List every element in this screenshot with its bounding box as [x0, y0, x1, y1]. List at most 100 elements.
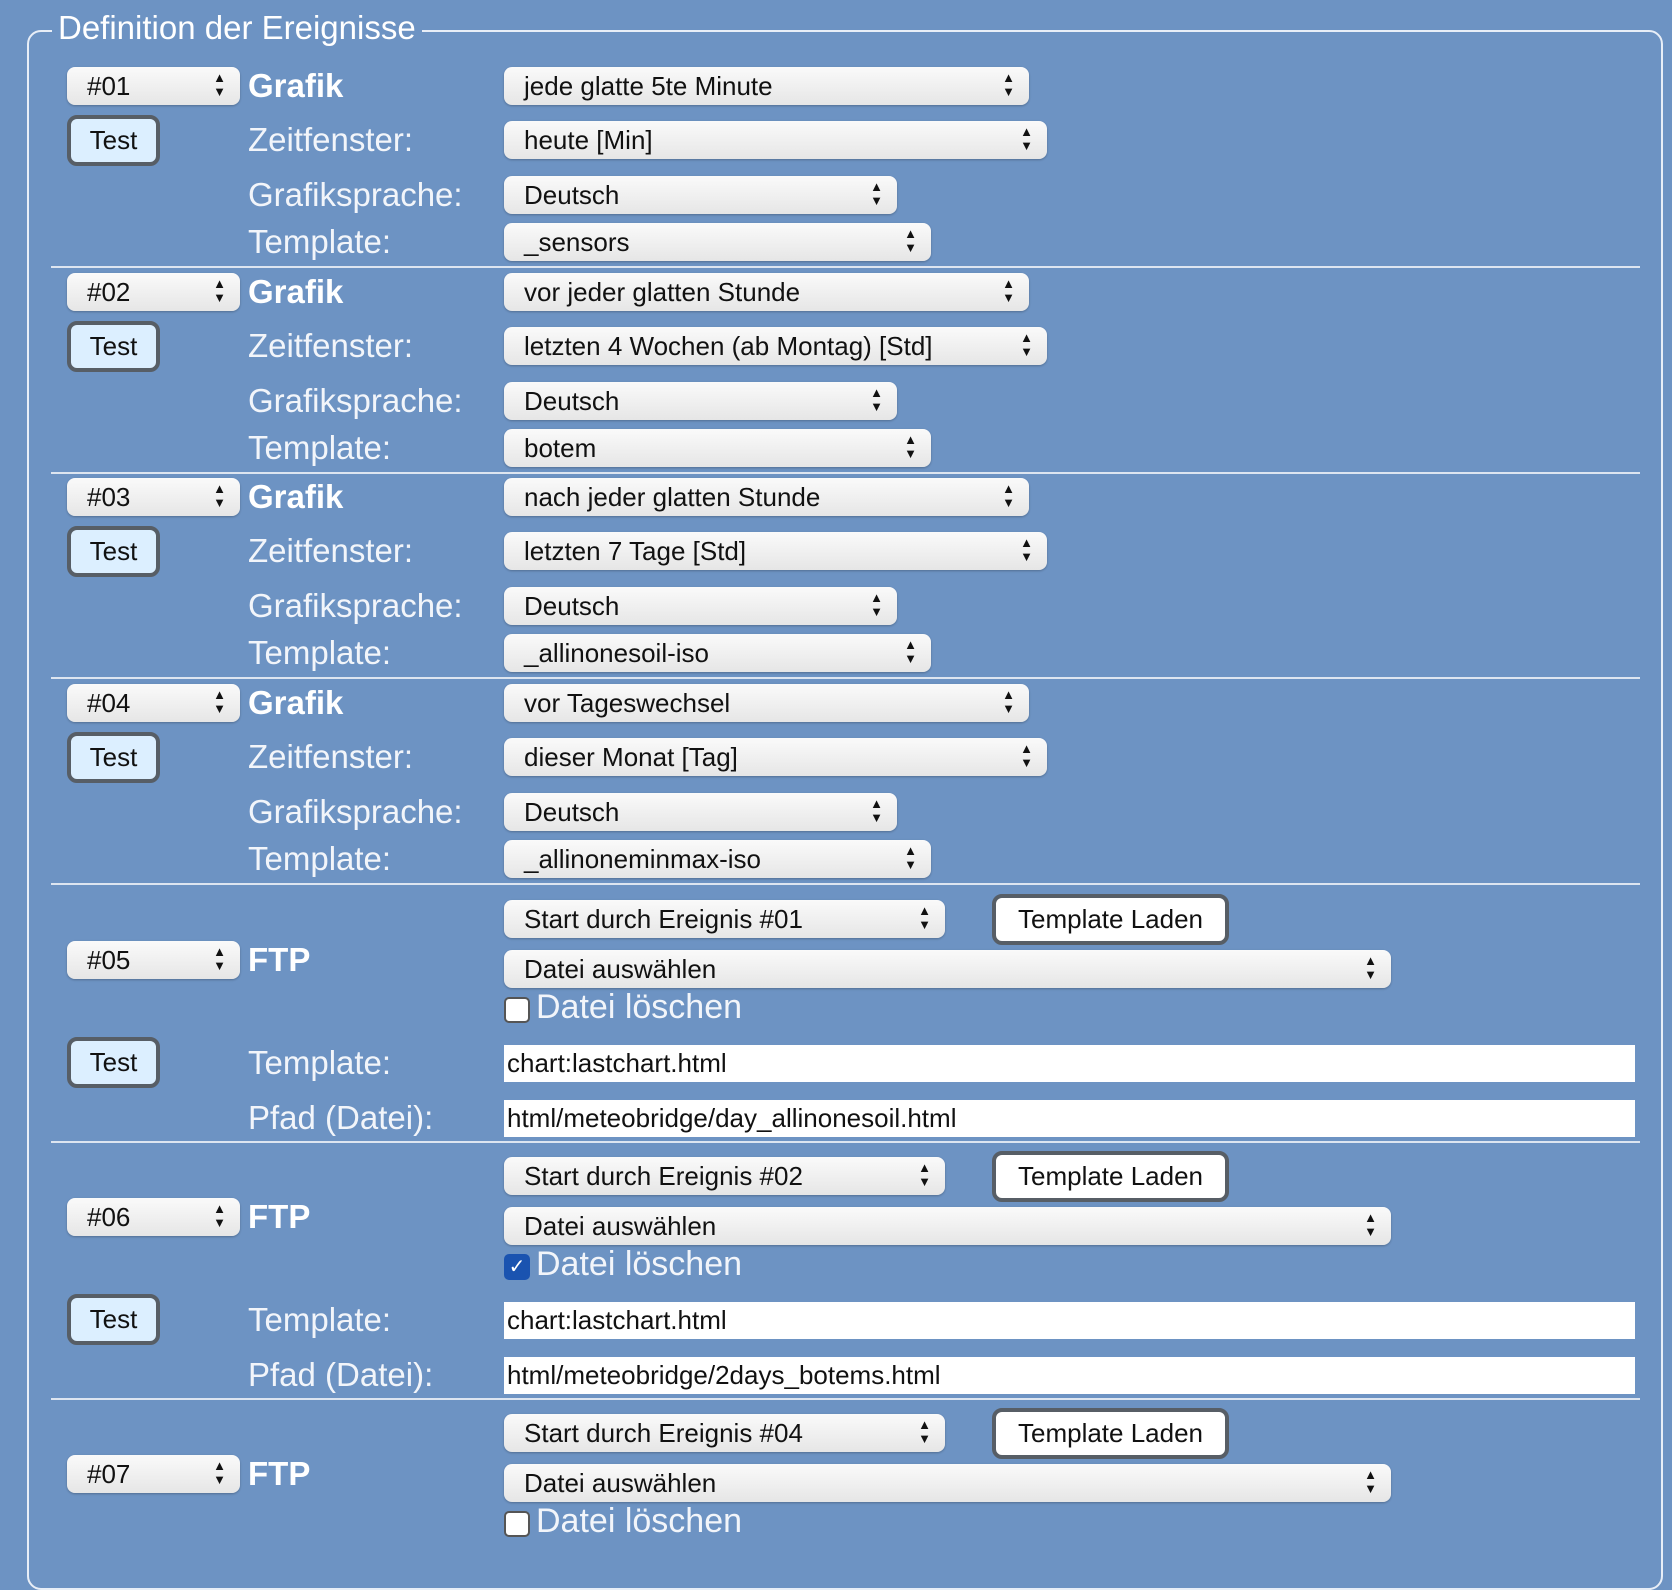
test-button[interactable]: Test — [67, 1037, 160, 1088]
delete-file-checkbox[interactable]: ✓ — [504, 1254, 530, 1280]
updown-arrows-icon: ▲ ▼ — [904, 637, 917, 666]
updown-arrows-icon: ▲ ▼ — [870, 796, 883, 825]
event-number-select[interactable]: #07 ▲ ▼ — [67, 1455, 240, 1493]
updown-arrows-icon: ▲ ▼ — [1364, 1210, 1377, 1239]
template-label: Template: — [248, 1044, 392, 1081]
template-laden-button[interactable]: Template Laden — [992, 1408, 1229, 1459]
zeitfenster-select[interactable]: heute [Min] ▲ ▼ — [504, 121, 1047, 159]
zeitfenster-select-value: letzten 7 Tage [Std] — [524, 536, 747, 566]
delete-file-label: Datei löschen — [536, 1245, 743, 1283]
template-laden-button[interactable]: Template Laden — [992, 1151, 1229, 1202]
event-number-select[interactable]: #03 ▲ ▼ — [67, 478, 240, 516]
test-button[interactable]: Test — [67, 732, 160, 783]
event-number-select-value: #02 — [87, 277, 131, 307]
grafiksprache-select-value: Deutsch — [524, 180, 620, 210]
template-select[interactable]: _allinoneminmax-iso ▲ ▼ — [504, 840, 931, 878]
updown-arrows-icon: ▲ ▼ — [1002, 276, 1015, 305]
separator — [51, 1398, 1640, 1400]
start-event-select-value: Start durch Ereignis #02 — [524, 1161, 803, 1191]
template-label: Template: — [248, 1301, 392, 1338]
path-label: Pfad (Datei): — [248, 1099, 434, 1136]
updown-arrows-icon: ▲ ▼ — [213, 687, 226, 716]
event-number-select-value: #01 — [87, 71, 131, 101]
start-event-select[interactable]: Start durch Ereignis #02 ▲ ▼ — [504, 1157, 945, 1195]
trigger-select[interactable]: vor Tageswechsel ▲ ▼ — [504, 684, 1029, 722]
checkmark-icon: ✓ — [508, 1256, 526, 1278]
template-input[interactable]: chart:lastchart.html — [504, 1302, 1635, 1339]
test-button[interactable]: Test — [67, 526, 160, 577]
event-number-select[interactable]: #02 ▲ ▼ — [67, 273, 240, 311]
event-type-label: Grafik — [248, 67, 344, 104]
template-select[interactable]: _sensors ▲ ▼ — [504, 223, 931, 261]
start-event-select[interactable]: Start durch Ereignis #04 ▲ ▼ — [504, 1414, 945, 1452]
template-input[interactable]: chart:lastchart.html — [504, 1045, 1635, 1082]
updown-arrows-icon: ▲ ▼ — [870, 179, 883, 208]
zeitfenster-label: Zeitfenster: — [248, 738, 414, 775]
grafiksprache-label: Grafiksprache: — [248, 587, 463, 624]
grafiksprache-select[interactable]: Deutsch ▲ ▼ — [504, 382, 897, 420]
delete-file-label: Datei löschen — [536, 1502, 743, 1540]
updown-arrows-icon: ▲ ▼ — [904, 432, 917, 461]
updown-arrows-icon: ▲ ▼ — [213, 944, 226, 973]
template-select[interactable]: botem ▲ ▼ — [504, 429, 931, 467]
zeitfenster-select-value: dieser Monat [Tag] — [524, 742, 738, 772]
test-button[interactable]: Test — [67, 1294, 160, 1345]
event-number-select[interactable]: #04 ▲ ▼ — [67, 684, 240, 722]
event-type-label: FTP — [248, 1198, 311, 1235]
template-label: Template: — [248, 223, 392, 260]
trigger-select-value: jede glatte 5te Minute — [524, 71, 773, 101]
updown-arrows-icon: ▲ ▼ — [904, 226, 917, 255]
separator — [51, 883, 1640, 885]
path-input[interactable]: html/meteobridge/2days_botems.html — [504, 1357, 1635, 1394]
file-select[interactable]: Datei auswählen ▲ ▼ — [504, 950, 1391, 988]
template-select-value: botem — [524, 433, 597, 463]
trigger-select[interactable]: nach jeder glatten Stunde ▲ ▼ — [504, 478, 1029, 516]
template-label: Template: — [248, 429, 392, 466]
updown-arrows-icon: ▲ ▼ — [213, 1201, 226, 1230]
grafiksprache-select[interactable]: Deutsch ▲ ▼ — [504, 176, 897, 214]
updown-arrows-icon: ▲ ▼ — [1002, 687, 1015, 716]
updown-arrows-icon: ▲ ▼ — [1020, 330, 1033, 359]
zeitfenster-select-value: letzten 4 Wochen (ab Montag) [Std] — [524, 331, 933, 361]
file-select[interactable]: Datei auswählen ▲ ▼ — [504, 1464, 1391, 1502]
event-number-select[interactable]: #05 ▲ ▼ — [67, 941, 240, 979]
template-select-value: _sensors — [524, 227, 630, 257]
zeitfenster-select[interactable]: letzten 7 Tage [Std] ▲ ▼ — [504, 532, 1047, 570]
event-number-select-value: #07 — [87, 1459, 131, 1489]
event-type-label: FTP — [248, 1455, 311, 1492]
updown-arrows-icon: ▲ ▼ — [870, 590, 883, 619]
zeitfenster-select[interactable]: dieser Monat [Tag] ▲ ▼ — [504, 738, 1047, 776]
template-select[interactable]: _allinonesoil-iso ▲ ▼ — [504, 634, 931, 672]
event-type-label: FTP — [248, 941, 311, 978]
updown-arrows-icon: ▲ ▼ — [918, 903, 931, 932]
grafiksprache-select[interactable]: Deutsch ▲ ▼ — [504, 793, 897, 831]
event-number-select-value: #06 — [87, 1202, 131, 1232]
template-label: Template: — [248, 840, 392, 877]
zeitfenster-select[interactable]: letzten 4 Wochen (ab Montag) [Std] ▲ ▼ — [504, 327, 1047, 365]
delete-file-checkbox[interactable] — [504, 997, 530, 1023]
updown-arrows-icon: ▲ ▼ — [904, 843, 917, 872]
trigger-select[interactable]: vor jeder glatten Stunde ▲ ▼ — [504, 273, 1029, 311]
path-input[interactable]: html/meteobridge/day_allinonesoil.html — [504, 1100, 1635, 1137]
grafiksprache-select-value: Deutsch — [524, 797, 620, 827]
file-select-value: Datei auswählen — [524, 1211, 717, 1241]
test-button[interactable]: Test — [67, 115, 160, 166]
updown-arrows-icon: ▲ ▼ — [213, 1458, 226, 1487]
grafiksprache-label: Grafiksprache: — [248, 176, 463, 213]
test-button[interactable]: Test — [67, 321, 160, 372]
trigger-select[interactable]: jede glatte 5te Minute ▲ ▼ — [504, 67, 1029, 105]
event-number-select[interactable]: #01 ▲ ▼ — [67, 67, 240, 105]
delete-file-checkbox[interactable] — [504, 1511, 530, 1537]
template-laden-button[interactable]: Template Laden — [992, 894, 1229, 945]
start-event-select[interactable]: Start durch Ereignis #01 ▲ ▼ — [504, 900, 945, 938]
event-number-select[interactable]: #06 ▲ ▼ — [67, 1198, 240, 1236]
grafiksprache-label: Grafiksprache: — [248, 382, 463, 419]
event-type-label: Grafik — [248, 273, 344, 310]
file-select[interactable]: Datei auswählen ▲ ▼ — [504, 1207, 1391, 1245]
trigger-select-value: vor jeder glatten Stunde — [524, 277, 801, 307]
event-number-select-value: #03 — [87, 482, 131, 512]
grafiksprache-select[interactable]: Deutsch ▲ ▼ — [504, 587, 897, 625]
separator — [51, 1141, 1640, 1143]
trigger-select-value: vor Tageswechsel — [524, 688, 731, 718]
updown-arrows-icon: ▲ ▼ — [213, 481, 226, 510]
